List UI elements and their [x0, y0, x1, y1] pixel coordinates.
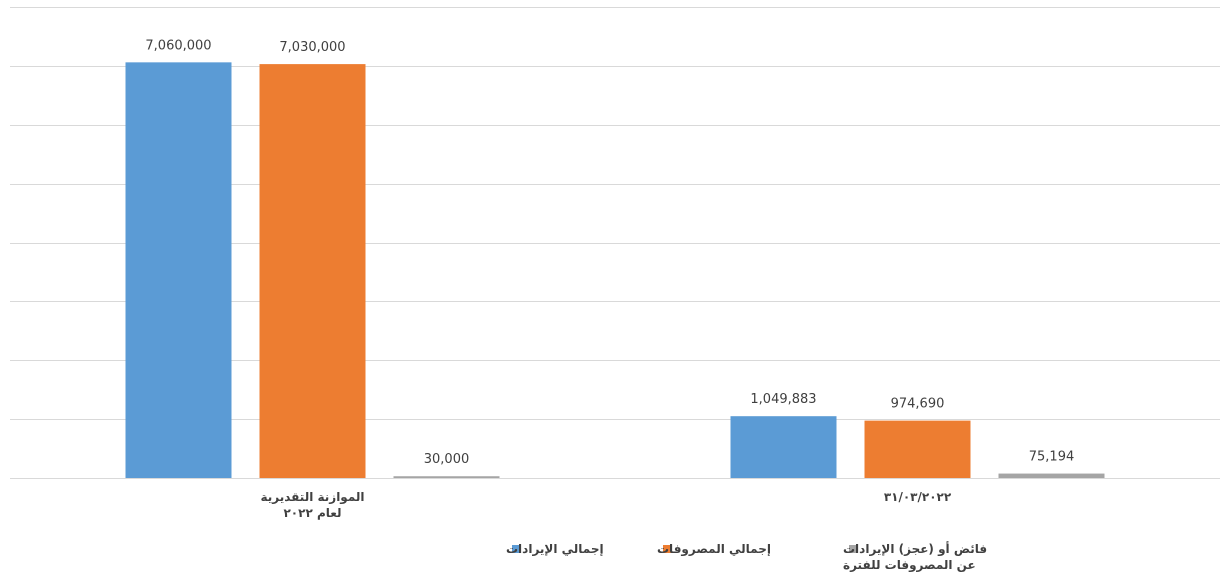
bars [125, 62, 1105, 478]
data-label: 30,000 [424, 452, 470, 467]
data-label: 974,690 [891, 397, 945, 412]
legend-swatch [663, 545, 671, 553]
bar [259, 64, 366, 478]
data-label: 7,060,000 [145, 38, 211, 53]
legend-swatch [512, 545, 520, 553]
category-label: لعام ٢٠٢٢ [283, 506, 341, 521]
data-label: 7,030,000 [279, 40, 345, 55]
bar [730, 416, 837, 478]
bar [998, 473, 1105, 478]
bar [125, 62, 232, 478]
legend-label: فائض أو (عجز) الإيرادات [843, 541, 987, 557]
legend-label: إجمالي الإيرادات [506, 542, 604, 556]
legend: إجمالي الإيرادات إجمالي المصروفات فائض أو … [506, 541, 987, 573]
data-label: 1,049,883 [750, 392, 816, 407]
legend-swatch [849, 545, 857, 553]
category-label: ٣١/٠٣/٢٠٢٢ [884, 490, 952, 504]
bar [393, 476, 500, 478]
bar [864, 420, 971, 478]
legend-label: إجمالي المصروفات [657, 542, 771, 557]
legend-label: عن المصروفات للفترة [843, 558, 976, 573]
data-labels: 1,049,883 974,690 75,194 7,060,000 7,030,000… [145, 38, 1074, 467]
category-label: الموازنة التقديرية [260, 490, 364, 505]
data-label: 75,194 [1029, 450, 1075, 465]
